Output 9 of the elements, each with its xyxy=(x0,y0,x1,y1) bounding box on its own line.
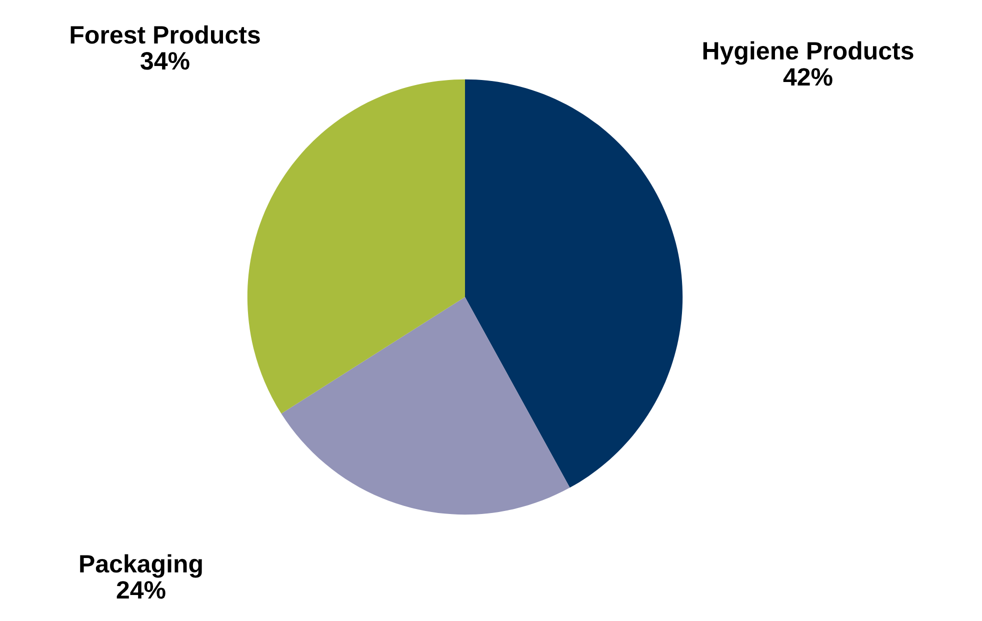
slice-label: Forest Products xyxy=(70,25,260,44)
pie-slice xyxy=(281,297,570,515)
data-label: 34% xyxy=(140,52,190,70)
pie-slice xyxy=(247,79,465,414)
data-label: 42% xyxy=(783,68,832,86)
slice-label: Packaging xyxy=(80,554,202,578)
data-label: 24% xyxy=(116,581,166,599)
slice-label: Hygiene Products xyxy=(703,41,914,65)
pie-slice xyxy=(465,79,683,488)
